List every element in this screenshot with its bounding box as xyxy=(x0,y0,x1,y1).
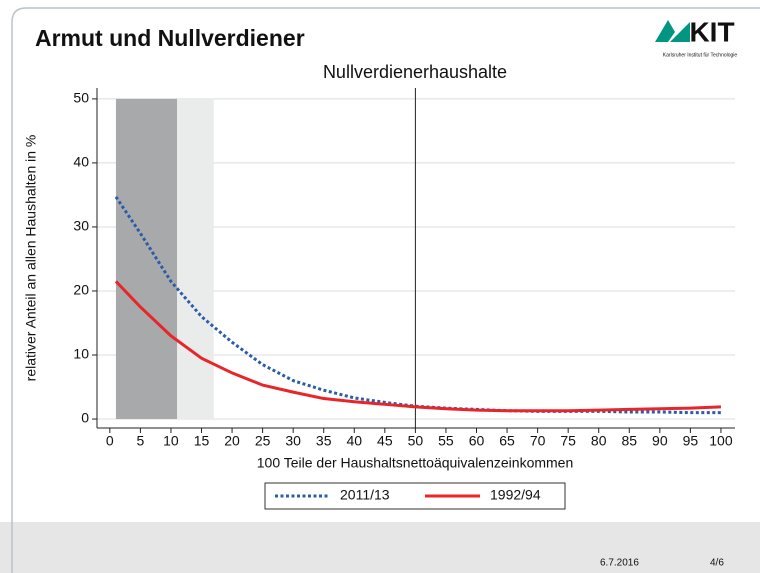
x-tick-label: 80 xyxy=(591,433,607,449)
x-tick-label: 0 xyxy=(106,433,114,449)
series-line xyxy=(114,196,721,415)
page-number: 4/6 xyxy=(710,558,724,569)
frame xyxy=(11,7,760,573)
x-tick-label: 65 xyxy=(499,433,515,449)
x-tick-label: 40 xyxy=(346,433,362,449)
shaded-region xyxy=(115,98,178,420)
x-tick-label: 75 xyxy=(560,433,576,449)
x-tick-label: 60 xyxy=(469,433,485,449)
y-tick-label: 30 xyxy=(73,218,89,234)
x-tick-label: 90 xyxy=(652,433,668,449)
x-tick-label: 45 xyxy=(377,433,393,449)
y-tick-label: 40 xyxy=(73,154,89,170)
slide-title: Armut und Nullverdiener xyxy=(35,25,305,51)
x-tick-label: 55 xyxy=(438,433,454,449)
logo-mark xyxy=(670,22,690,42)
x-tick-label: 70 xyxy=(530,433,546,449)
y-tick-label: 50 xyxy=(73,90,89,106)
x-tick-label: 30 xyxy=(285,433,301,449)
logo-mark xyxy=(655,20,675,42)
x-tick-label: 10 xyxy=(163,433,179,449)
series-line xyxy=(114,280,722,413)
shaded-region xyxy=(177,98,214,420)
y-axis-label: relativer Anteil an allen Haushalten in … xyxy=(23,135,39,382)
logo-subtitle: Karlsruher Institut für Technologie xyxy=(663,52,738,58)
legend-label: 2011/13 xyxy=(340,487,390,503)
x-tick-label: 20 xyxy=(224,433,240,449)
x-tick-label: 50 xyxy=(408,433,424,449)
date: 6.7.2016 xyxy=(600,558,639,569)
chart-title: Nullverdienerhaushalte xyxy=(323,62,507,82)
footer-band xyxy=(0,522,760,573)
y-tick-label: 20 xyxy=(73,282,89,298)
y-tick-label: 10 xyxy=(73,346,89,362)
y-tick-label: 0 xyxy=(81,410,89,426)
x-tick-label: 35 xyxy=(316,433,332,449)
logo-text: KIT xyxy=(689,16,734,47)
x-tick-label: 5 xyxy=(136,433,144,449)
x-tick-label: 15 xyxy=(194,433,210,449)
x-tick-label: 85 xyxy=(621,433,637,449)
x-tick-label: 25 xyxy=(255,433,271,449)
x-axis-label: 100 Teile der Haushaltsnettoäquivalenzei… xyxy=(257,455,574,471)
legend-label: 1992/94 xyxy=(490,487,541,503)
x-tick-label: 95 xyxy=(683,433,699,449)
x-tick-label: 100 xyxy=(709,433,733,449)
